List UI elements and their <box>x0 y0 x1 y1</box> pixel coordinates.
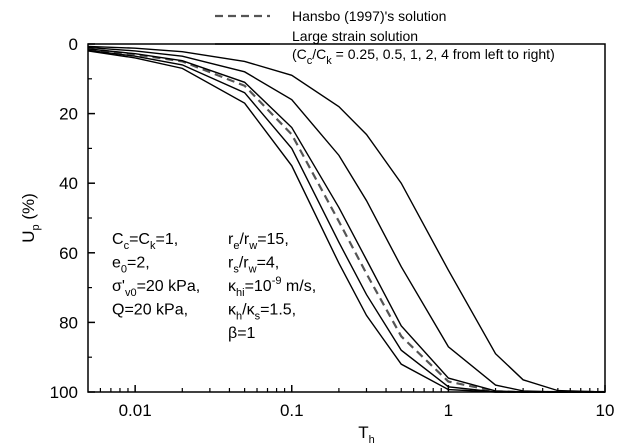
legend-note-part: (C <box>292 46 307 62</box>
y-axis-label-part: (%) <box>19 193 38 224</box>
annotation-part: Q=20 kPa, <box>112 302 188 319</box>
annotation-part: e <box>233 240 239 252</box>
x-axis-label-part: T <box>358 423 368 442</box>
annotation-part: r <box>228 231 234 248</box>
annotation-part: =20 kPa, <box>137 278 201 295</box>
annotation-part: κ <box>228 302 237 319</box>
annotation: κh/κs=1.5, <box>228 302 296 323</box>
annotation-part: w <box>248 240 257 252</box>
annotation-part: σ' <box>112 278 125 295</box>
annotation-part: k <box>150 240 156 252</box>
annotation-part: 0 <box>121 264 127 276</box>
annotation-part: r <box>228 255 234 272</box>
x-axis-label-part: h <box>369 434 375 445</box>
annotation: rs/rw=4, <box>228 255 279 276</box>
annotation-part: s <box>233 264 239 276</box>
y-tick-label: 20 <box>59 105 78 124</box>
x-tick-label: 0.1 <box>280 401 304 420</box>
y-axis-label-part: p <box>30 224 42 230</box>
legend-label-part: Hansbo (1997)'s solution <box>292 8 446 24</box>
series-line <box>88 46 605 393</box>
x-axis-label: Th <box>358 423 375 445</box>
y-tick-label: 100 <box>50 383 78 402</box>
annotation-part: =15, <box>257 231 289 248</box>
annotation-part: =4, <box>257 255 280 272</box>
annotation-part: =1, <box>155 231 178 248</box>
annotation: e0=2, <box>112 255 150 276</box>
annotation-part: /r <box>239 255 249 272</box>
legend-label-part: Large strain solution <box>292 28 418 44</box>
y-tick-label: 80 <box>59 313 78 332</box>
x-tick-label: 1 <box>444 401 453 420</box>
legend-note-part: c <box>307 55 313 67</box>
legend-label: Large strain solution <box>292 28 418 44</box>
annotation: Cc=Ck=1, <box>112 231 178 252</box>
series-line <box>88 48 605 393</box>
annotation-part: /r <box>239 231 249 248</box>
annotation-part: s <box>255 311 261 323</box>
annotation-part: w <box>248 264 257 276</box>
series-line <box>88 45 605 393</box>
y-axis-label-part: U <box>19 231 38 243</box>
annotation-part: e <box>112 255 121 272</box>
annotation: β=1 <box>228 325 256 342</box>
annotation-part: m/s, <box>281 278 316 295</box>
annotation: re/rw=15, <box>228 231 289 252</box>
legend-label: Hansbo (1997)'s solution <box>292 8 446 24</box>
annotation-part: β=1 <box>228 325 256 342</box>
x-tick-label: 0.01 <box>119 401 152 420</box>
legend-note-part: = 0.25, 0.5, 1, 2, 4 from left to right) <box>332 46 555 62</box>
annotation: σ'v0=20 kPa, <box>112 278 200 299</box>
legend-note: (Cc/Ck = 0.25, 0.5, 1, 2, 4 from left to… <box>292 46 555 67</box>
annotation-part: =2, <box>127 255 150 272</box>
y-tick-label: 60 <box>59 244 78 263</box>
plot-frame <box>87 43 606 393</box>
annotation-part: c <box>124 240 130 252</box>
annotation-part: h <box>236 311 242 323</box>
annotation-part: =1.5, <box>260 302 296 319</box>
annotation: κhi=10-9 m/s, <box>228 275 316 299</box>
x-tick-label: 10 <box>596 401 615 420</box>
annotation-part: hi <box>236 287 245 299</box>
legend-note-part: k <box>326 55 332 67</box>
legend-note-part: /C <box>312 46 326 62</box>
annotation-part: -9 <box>272 275 282 287</box>
annotation-part: C <box>112 231 124 248</box>
annotation: Q=20 kPa, <box>112 302 188 319</box>
y-axis-label: Up (%) <box>19 193 42 243</box>
annotation-part: =C <box>129 231 150 248</box>
annotation-part: =10 <box>245 278 272 295</box>
annotation-part: /κ <box>242 302 255 319</box>
y-tick-label: 40 <box>59 174 78 193</box>
annotation-part: v0 <box>125 287 137 299</box>
annotation-part: κ <box>228 278 237 295</box>
y-tick-label: 0 <box>69 35 78 54</box>
